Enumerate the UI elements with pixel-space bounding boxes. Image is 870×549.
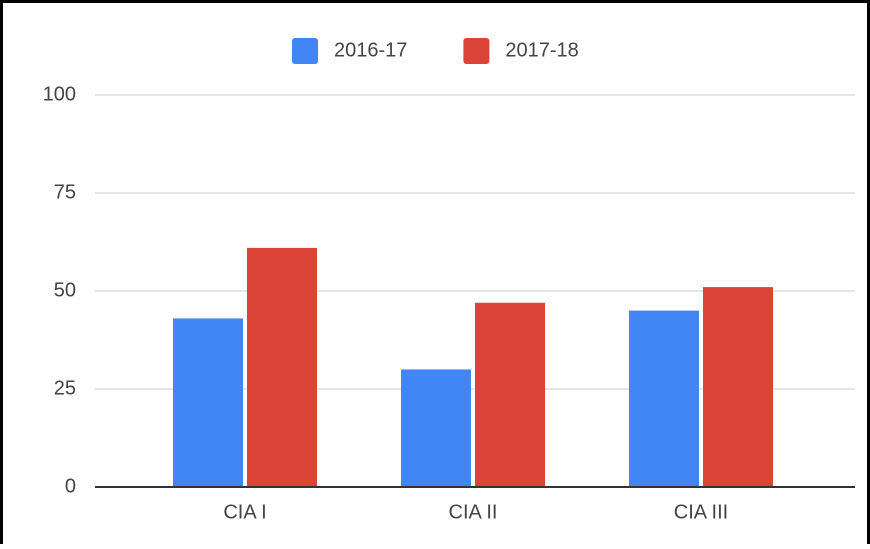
bar [401, 369, 471, 487]
bar [703, 287, 773, 487]
y-tick-label: 75 [54, 181, 76, 203]
legend-label: 2016-17 [334, 39, 407, 61]
x-tick-label: CIA II [449, 501, 498, 523]
bar [475, 302, 545, 487]
y-tick-label: 25 [54, 377, 76, 399]
y-tick-label: 100 [43, 83, 76, 105]
bar [247, 247, 317, 487]
legend-label: 2017-18 [505, 39, 578, 61]
bar [173, 318, 243, 487]
bar [629, 310, 699, 487]
y-tick-label: 50 [54, 279, 76, 301]
legend-swatch [292, 38, 318, 64]
legend-swatch [463, 38, 490, 64]
y-tick-label: 0 [65, 475, 76, 497]
x-tick-label: CIA I [223, 501, 266, 523]
x-tick-label: CIA III [674, 501, 728, 523]
